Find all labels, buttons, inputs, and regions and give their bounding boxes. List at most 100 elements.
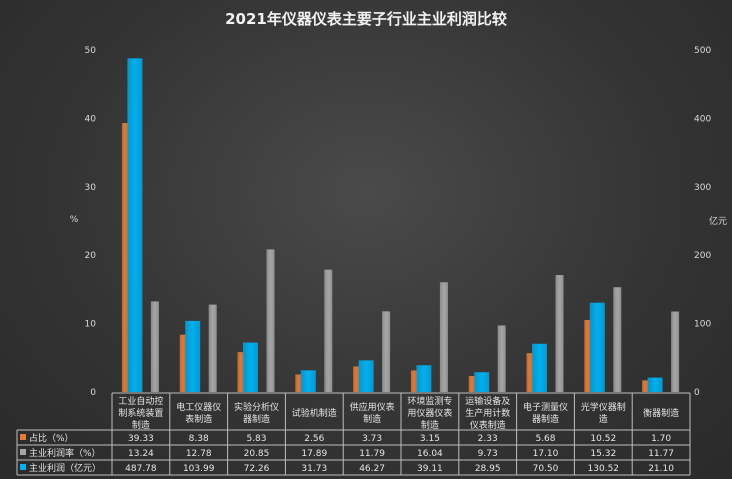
table-value: 12.78 xyxy=(186,449,212,459)
bar-share xyxy=(410,370,417,392)
chart-title: 2021年仪器仪表主要子行业主业利润比较 xyxy=(225,10,507,28)
bar-share xyxy=(179,334,186,392)
bar-profit xyxy=(474,372,490,392)
legend-label: 主业利润率（%） xyxy=(29,447,101,459)
bars xyxy=(121,58,680,393)
table-value: 21.10 xyxy=(648,464,674,474)
table-value: 17.89 xyxy=(301,449,327,459)
category-label: 试验机制造 xyxy=(292,407,337,419)
bar-margin xyxy=(555,275,564,392)
category-label: 造 xyxy=(599,413,608,425)
table-value: 20.85 xyxy=(244,449,270,459)
table-value: 130.52 xyxy=(588,464,620,474)
category-label: 衡器制造 xyxy=(643,407,679,419)
table-value: 16.04 xyxy=(417,449,443,459)
table-value: 13.24 xyxy=(128,449,154,459)
bar-margin xyxy=(497,325,506,392)
legend-label: 主业利润（亿元） xyxy=(29,462,101,474)
table-value: 3.15 xyxy=(420,434,440,444)
table-value: 39.33 xyxy=(128,434,154,444)
bar-margin xyxy=(324,269,333,392)
category-label: 表制造 xyxy=(185,413,212,425)
table-value: 103.99 xyxy=(183,464,215,474)
category-label: 环境监测专 xyxy=(407,395,452,407)
category-label: 实验分析仪 xyxy=(234,401,279,413)
category-label: 供应用仪表 xyxy=(350,401,395,413)
legend-swatch xyxy=(20,464,26,470)
bar-share xyxy=(121,122,128,393)
category-label: 制系统装置 xyxy=(118,407,163,419)
table-value: 1.70 xyxy=(651,434,671,444)
bar-margin xyxy=(671,311,680,392)
right-axis-ticks: 0 100 200 300 400 500 xyxy=(694,46,711,398)
category-label: 制造 xyxy=(132,419,150,431)
bar-share xyxy=(468,376,475,392)
category-label: 运输设备及 xyxy=(465,395,510,407)
legend-swatch xyxy=(20,449,26,455)
category-label: 器制造 xyxy=(532,413,559,425)
bar-margin xyxy=(382,311,391,392)
category-label: 光学仪器制 xyxy=(581,401,626,413)
category-label: 电工仪器仪 xyxy=(176,401,221,413)
table-value: 46.27 xyxy=(359,464,385,474)
left-tick-label: 30 xyxy=(85,183,97,193)
bar-margin xyxy=(613,287,622,392)
bar-margin xyxy=(266,249,275,392)
bar-margin xyxy=(208,304,217,392)
category-label: 工业自动控 xyxy=(118,395,163,407)
left-tick-label: 10 xyxy=(85,320,97,330)
bar-share xyxy=(237,352,244,392)
table-value: 28.95 xyxy=(475,464,501,474)
right-tick-label: 400 xyxy=(694,114,711,124)
left-tick-label: 0 xyxy=(90,388,96,398)
table-value: 31.73 xyxy=(301,464,327,474)
right-axis-unit: 亿元 xyxy=(709,215,727,227)
table-value: 72.26 xyxy=(244,464,270,474)
category-label: 用仪器仪表 xyxy=(407,407,452,419)
right-tick-label: 500 xyxy=(694,46,711,56)
bar-share xyxy=(353,366,360,392)
bar-profit xyxy=(416,365,432,392)
bar-profit xyxy=(647,377,663,392)
table-value: 11.77 xyxy=(648,449,674,459)
right-tick-label: 100 xyxy=(694,320,711,330)
legend-swatch xyxy=(20,434,26,440)
left-tick-label: 50 xyxy=(85,46,97,56)
bar-profit xyxy=(243,342,258,392)
legend-label: 占比（%） xyxy=(29,432,74,444)
right-tick-label: 0 xyxy=(694,388,700,398)
table-value: 10.52 xyxy=(590,434,616,444)
bar-profit xyxy=(127,58,143,392)
category-label: 制造 xyxy=(363,413,381,425)
table-value: 9.73 xyxy=(478,449,498,459)
table-value: 39.11 xyxy=(417,464,443,474)
table-value: 5.83 xyxy=(246,434,266,444)
bar-margin xyxy=(439,282,448,392)
left-axis-ticks: 0 10 20 30 40 50 xyxy=(85,46,97,398)
table-value: 3.73 xyxy=(362,434,382,444)
table-value: 2.33 xyxy=(478,434,498,444)
bar-profit xyxy=(358,360,374,392)
table-value: 70.50 xyxy=(533,464,559,474)
bar-share xyxy=(526,353,533,392)
bar-profit xyxy=(185,320,201,392)
bar-share xyxy=(584,320,591,392)
category-label: 器制造 xyxy=(243,413,270,425)
table-value: 8.38 xyxy=(189,434,209,444)
left-tick-label: 20 xyxy=(85,251,97,261)
bar-share xyxy=(642,380,649,392)
bar-profit xyxy=(589,302,605,392)
bar-profit xyxy=(300,370,316,392)
table-value: 11.79 xyxy=(359,449,385,459)
bar-profit xyxy=(532,343,547,392)
category-label: 制造 xyxy=(421,419,439,431)
category-label: 生产用计数 xyxy=(465,407,510,419)
bar-share xyxy=(295,374,302,392)
table-value: 2.56 xyxy=(304,434,324,444)
table-value: 487.78 xyxy=(125,464,157,474)
table-value: 17.10 xyxy=(533,449,559,459)
category-label: 仪表制造 xyxy=(470,419,506,431)
right-tick-label: 300 xyxy=(694,183,711,193)
